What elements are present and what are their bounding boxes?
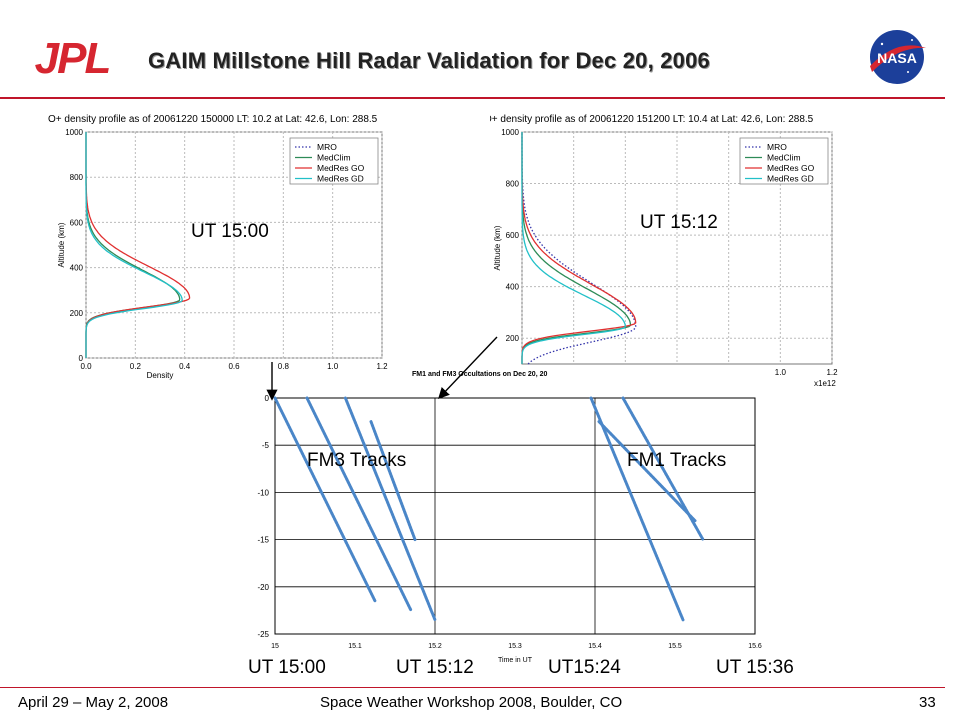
chart-title: O+ density profile as of 20061220 151200… [490,114,814,125]
x-tick-label: 15.2 [428,643,442,650]
jpl-logo: JPL [20,36,124,80]
nasa-logo: NASA [870,30,926,84]
bottom-time-label-3: UT15:24 [548,657,621,678]
nasa-logo-text: NASA [877,50,917,66]
occultation-track-fm1 [589,396,685,622]
legend-entry: MedRes GD [317,174,364,184]
y-tick-label: -25 [257,630,269,639]
y-axis-label: Altitude (km) [57,222,66,267]
y-tick-label: 1000 [65,128,83,137]
x-tick-label: 0.4 [179,362,191,371]
occultation-track-fm1 [597,420,697,523]
bottom-time-label-2: UT 15:12 [396,657,474,678]
footer-date: April 29 – May 2, 2008 [18,694,169,711]
footer-slide-number: 33 [919,694,936,711]
y-tick-label: -5 [262,441,270,450]
chart-title: O+ density profile as of 20061220 150000… [48,114,378,125]
series-line-medres-gd [521,132,626,364]
density-profile-chart-1512: O+ density profile as of 20061220 151200… [490,114,838,386]
legend-entry: MedClim [317,153,351,163]
y-tick-label: 200 [506,334,520,343]
occultation-track-fm1 [621,396,705,542]
x-tick-label: 0.2 [130,362,142,371]
occultation-track-fm3 [305,396,413,612]
footer-event: Space Weather Workshop 2008, Boulder, CO [320,694,623,711]
legend-entry: MedClim [767,153,801,163]
legend-box [289,137,379,185]
legend-entry: MRO [317,142,337,152]
legend-entry: MRO [767,142,787,152]
slide-title: GAIM Millstone Hill Radar Validation for… [148,48,710,73]
x-multiplier-label: x1e12 [814,379,836,386]
x-tick-label: 0.6 [228,362,240,371]
y-tick-label: 800 [506,180,520,189]
occultation-track-fm3 [273,396,377,603]
x-tick-label: 15.4 [588,643,602,650]
fm1-tracks-label: FM1 Tracks [627,450,727,471]
bottom-time-label-1: UT 15:00 [248,657,326,678]
x-tick-label: 15.6 [748,643,762,650]
series-line-medres-gd [85,132,183,358]
y-tick-label: 1000 [501,128,519,137]
ut-1512-top-label: UT 15:12 [640,212,718,233]
legend-entry: MedRes GO [767,163,815,173]
x-axis-label: Density [147,371,174,380]
occultation-track-fm3 [343,396,437,622]
y-tick-label: 600 [70,218,84,227]
jpl-logo-text: JPL [35,36,110,80]
chart-title: FM1 and FM3 Occultations on Dec 20, 20 [412,371,547,378]
occultation-tracks-chart: FM1 and FM3 Occultations on Dec 20, 200-… [257,371,762,664]
occultation-track-fm3 [369,420,417,542]
y-tick-label: -20 [257,583,269,592]
title-rule [0,97,945,99]
x-tick-label: 1.0 [775,368,787,377]
x-tick-label: 15 [271,643,279,650]
y-axis-label: Altitude (km) [493,225,502,270]
y-tick-label: 400 [70,264,84,273]
x-tick-label: 1.2 [376,362,388,371]
y-tick-label: -10 [257,488,269,497]
x-tick-label: 15.3 [508,643,522,650]
legend-box [739,137,829,185]
y-tick-label: 400 [506,283,520,292]
plot-frame [274,397,756,635]
legend-entry: MedRes GO [317,163,365,173]
x-tick-label: 0.0 [80,362,92,371]
fm3-tracks-label: FM3 Tracks [307,450,407,471]
y-tick-label: 600 [506,231,520,240]
legend-entry: MedRes GD [767,174,814,184]
series-line-mro [521,132,637,365]
y-tick-label: 0 [79,354,84,363]
x-tick-label: 15.5 [668,643,682,650]
y-tick-label: 800 [70,173,84,182]
density-profile-chart-1500: O+ density profile as of 20061220 150000… [48,114,388,380]
y-tick-label: -15 [257,536,269,545]
x-axis-label: Time in UT [498,657,533,664]
y-tick-label: 200 [70,309,84,318]
x-tick-label: 15.1 [348,643,362,650]
ut-1500-top-label: UT 15:00 [191,221,269,242]
bottom-time-label-4: UT 15:36 [716,657,794,678]
footer-rule [0,687,945,688]
x-tick-label: 0.8 [278,362,290,371]
arrow-to-1512 [438,336,498,400]
x-tick-label: 1.0 [327,362,339,371]
x-tick-label: 1.2 [826,368,838,377]
